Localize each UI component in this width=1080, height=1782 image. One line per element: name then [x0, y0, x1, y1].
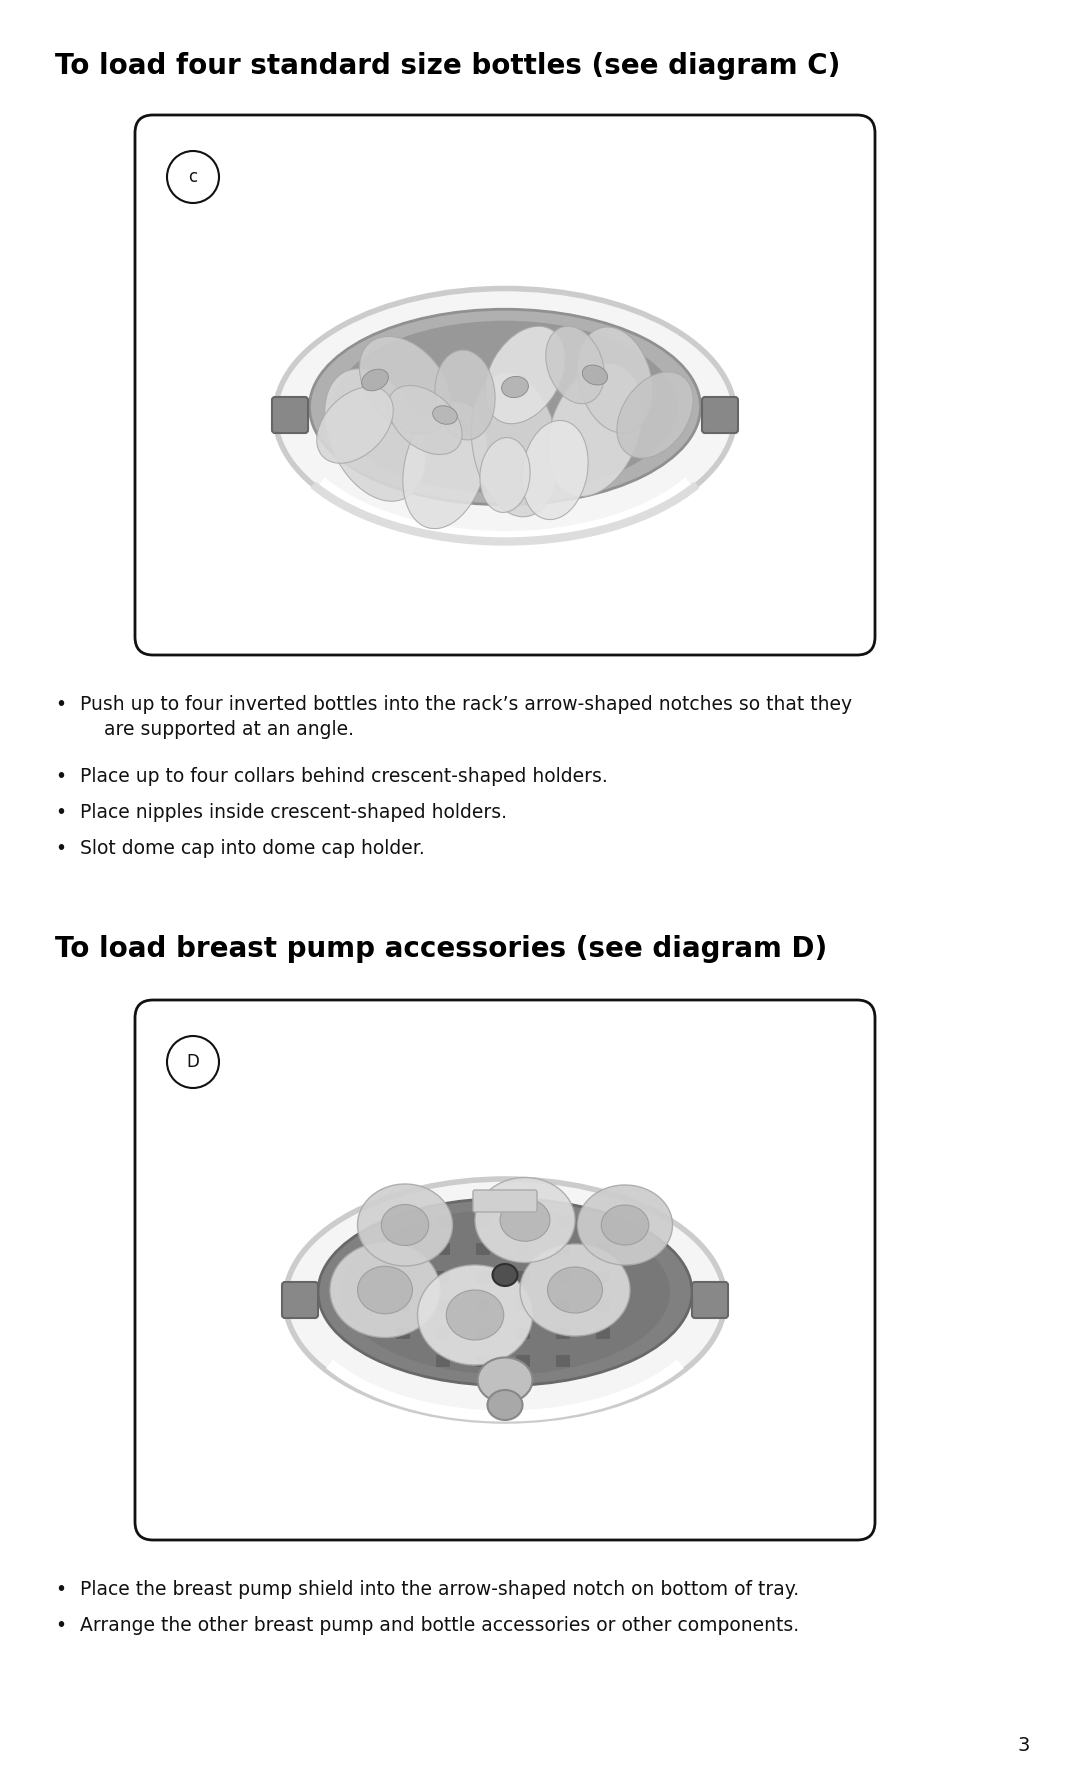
- Text: •: •: [55, 804, 66, 822]
- Text: •: •: [55, 766, 66, 786]
- Text: •: •: [55, 839, 66, 857]
- FancyBboxPatch shape: [516, 1328, 530, 1338]
- FancyBboxPatch shape: [436, 1354, 450, 1367]
- Ellipse shape: [318, 1199, 692, 1385]
- Ellipse shape: [578, 328, 652, 433]
- Ellipse shape: [316, 387, 393, 463]
- FancyBboxPatch shape: [596, 1244, 610, 1255]
- Text: Place the breast pump shield into the arrow-shaped notch on bottom of tray.: Place the breast pump shield into the ar…: [80, 1581, 799, 1598]
- Text: To load breast pump accessories (see diagram D): To load breast pump accessories (see dia…: [55, 936, 827, 962]
- Ellipse shape: [403, 401, 487, 529]
- FancyBboxPatch shape: [476, 1354, 490, 1367]
- Ellipse shape: [548, 1267, 603, 1313]
- Text: Place up to four collars behind crescent-shaped holders.: Place up to four collars behind crescent…: [80, 766, 608, 786]
- Text: Push up to four inverted bottles into the rack’s arrow-shaped notches so that th: Push up to four inverted bottles into th…: [80, 695, 852, 740]
- Text: Slot dome cap into dome cap holder.: Slot dome cap into dome cap holder.: [80, 839, 424, 857]
- FancyBboxPatch shape: [396, 1244, 410, 1255]
- Ellipse shape: [325, 369, 426, 501]
- Ellipse shape: [545, 326, 604, 405]
- FancyBboxPatch shape: [556, 1271, 570, 1283]
- FancyBboxPatch shape: [135, 116, 875, 656]
- Ellipse shape: [548, 364, 643, 497]
- Ellipse shape: [310, 310, 701, 504]
- Ellipse shape: [433, 406, 457, 424]
- Text: D: D: [187, 1053, 200, 1071]
- FancyBboxPatch shape: [476, 1215, 490, 1228]
- Circle shape: [167, 1035, 219, 1089]
- Ellipse shape: [602, 1205, 649, 1246]
- FancyBboxPatch shape: [516, 1244, 530, 1255]
- FancyBboxPatch shape: [692, 1281, 728, 1319]
- FancyBboxPatch shape: [476, 1299, 490, 1312]
- Ellipse shape: [475, 1178, 575, 1262]
- Ellipse shape: [500, 1199, 550, 1242]
- FancyBboxPatch shape: [556, 1244, 570, 1255]
- FancyBboxPatch shape: [516, 1299, 530, 1312]
- Ellipse shape: [477, 1358, 532, 1402]
- FancyBboxPatch shape: [556, 1328, 570, 1338]
- Ellipse shape: [362, 369, 389, 390]
- FancyBboxPatch shape: [436, 1244, 450, 1255]
- Ellipse shape: [388, 385, 462, 454]
- Ellipse shape: [446, 1290, 503, 1340]
- FancyBboxPatch shape: [436, 1271, 450, 1283]
- FancyBboxPatch shape: [436, 1328, 450, 1338]
- FancyBboxPatch shape: [272, 397, 308, 433]
- Text: •: •: [55, 1616, 66, 1636]
- FancyBboxPatch shape: [516, 1354, 530, 1367]
- Text: Place nipples inside crescent-shaped holders.: Place nipples inside crescent-shaped hol…: [80, 804, 507, 822]
- FancyBboxPatch shape: [556, 1299, 570, 1312]
- FancyBboxPatch shape: [396, 1299, 410, 1312]
- FancyBboxPatch shape: [702, 397, 738, 433]
- FancyBboxPatch shape: [473, 1190, 537, 1212]
- Ellipse shape: [522, 421, 589, 520]
- FancyBboxPatch shape: [396, 1271, 410, 1283]
- Ellipse shape: [435, 349, 495, 440]
- Ellipse shape: [285, 1180, 725, 1420]
- Text: To load four standard size bottles (see diagram C): To load four standard size bottles (see …: [55, 52, 840, 80]
- Ellipse shape: [492, 1263, 517, 1287]
- FancyBboxPatch shape: [596, 1299, 610, 1312]
- Ellipse shape: [357, 1183, 453, 1265]
- Ellipse shape: [381, 1205, 429, 1246]
- FancyBboxPatch shape: [436, 1215, 450, 1228]
- Ellipse shape: [487, 1390, 523, 1420]
- Text: c: c: [188, 168, 198, 185]
- Ellipse shape: [275, 289, 735, 542]
- Ellipse shape: [519, 1244, 630, 1336]
- Circle shape: [167, 151, 219, 203]
- Text: Arrange the other breast pump and bottle accessories or other components.: Arrange the other breast pump and bottle…: [80, 1616, 799, 1636]
- Ellipse shape: [418, 1265, 532, 1365]
- FancyBboxPatch shape: [282, 1281, 318, 1319]
- Ellipse shape: [501, 376, 528, 397]
- FancyBboxPatch shape: [556, 1354, 570, 1367]
- Ellipse shape: [333, 321, 677, 494]
- FancyBboxPatch shape: [476, 1244, 490, 1255]
- FancyBboxPatch shape: [556, 1215, 570, 1228]
- Text: 3: 3: [1017, 1736, 1030, 1755]
- FancyBboxPatch shape: [596, 1271, 610, 1283]
- Ellipse shape: [340, 1210, 670, 1374]
- FancyBboxPatch shape: [476, 1328, 490, 1338]
- FancyBboxPatch shape: [516, 1215, 530, 1228]
- Ellipse shape: [360, 337, 450, 433]
- Ellipse shape: [617, 372, 693, 458]
- Ellipse shape: [480, 438, 530, 513]
- FancyBboxPatch shape: [436, 1299, 450, 1312]
- Text: •: •: [55, 1581, 66, 1598]
- FancyBboxPatch shape: [396, 1328, 410, 1338]
- FancyBboxPatch shape: [596, 1328, 610, 1338]
- Ellipse shape: [582, 365, 608, 385]
- Ellipse shape: [330, 1242, 440, 1338]
- Ellipse shape: [485, 326, 565, 424]
- FancyBboxPatch shape: [516, 1271, 530, 1283]
- Ellipse shape: [357, 1267, 413, 1313]
- FancyBboxPatch shape: [476, 1271, 490, 1283]
- Text: •: •: [55, 695, 66, 715]
- FancyBboxPatch shape: [135, 1000, 875, 1540]
- Ellipse shape: [578, 1185, 673, 1265]
- Ellipse shape: [471, 372, 558, 517]
